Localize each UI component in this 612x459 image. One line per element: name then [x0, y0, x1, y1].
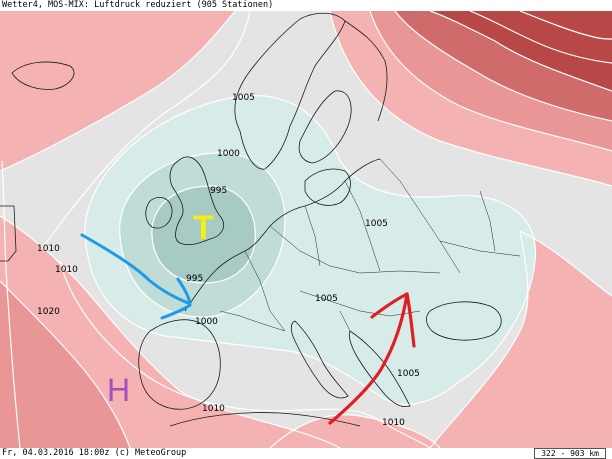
- isobar-label: 1010: [55, 265, 78, 275]
- map-timestamp: Fr, 04.03.2016 18:00z (c) MeteoGroup: [2, 448, 187, 458]
- high-pressure-zone-northwest: [0, 11, 235, 171]
- isobar-label: 1000: [195, 317, 218, 327]
- map-title: Wetter4, MOS-MIX: Luftdruck reduziert (9…: [0, 0, 612, 11]
- isobar-label: 1005: [232, 93, 255, 103]
- high-pressure-zone-east: [430, 231, 612, 448]
- isobar-label-group: 1005 1000 995 995 1000 1005 1005 1005 10…: [37, 93, 420, 428]
- pressure-map: 1005 1000 995 995 1000 1005 1005 1005 10…: [0, 11, 612, 448]
- isobar-label: 1005: [365, 219, 388, 229]
- high-pressure-zone-west-mid: [0, 281, 130, 448]
- isobar-label: 995: [186, 274, 203, 284]
- cold-air-arrow: [80, 233, 192, 320]
- isobar-label: 995: [210, 186, 227, 196]
- isobar-lines: [0, 11, 612, 448]
- isobar-label: 1005: [315, 294, 338, 304]
- isobar-label: 1010: [202, 404, 225, 414]
- isobar-label: 1010: [37, 244, 60, 254]
- warm-air-arrow: [328, 292, 416, 425]
- low-pressure-core-995: [151, 186, 256, 283]
- country-borders: [219, 158, 521, 332]
- high-pressure-zone-south: [270, 414, 440, 448]
- map-scale: 322 - 903 km: [534, 448, 606, 459]
- high-pressure-symbol: H: [107, 372, 130, 408]
- isobar-label: 1020: [37, 307, 60, 317]
- isobar-label: 1005: [397, 369, 420, 379]
- low-pressure-symbol: T: [193, 209, 214, 247]
- isobar-label: 1010: [382, 418, 405, 428]
- map-footer: Fr, 04.03.2016 18:00z (c) MeteoGroup 322…: [0, 448, 612, 459]
- isobar-label: 1000: [217, 149, 240, 159]
